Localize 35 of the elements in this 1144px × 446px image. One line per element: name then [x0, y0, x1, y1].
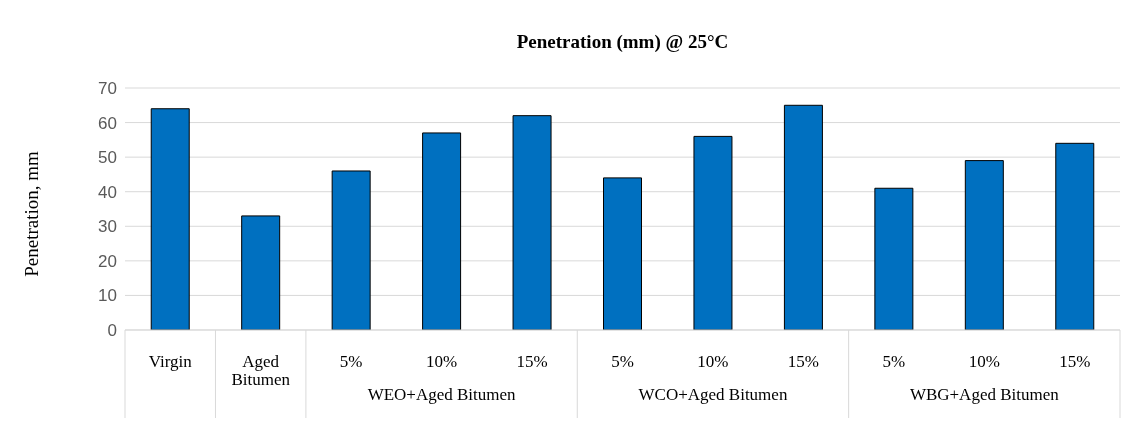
- bar: [783, 104, 823, 330]
- y-axis-title: Penetration, mm: [21, 150, 42, 277]
- bar: [241, 215, 281, 330]
- bar: [1055, 142, 1095, 330]
- x-tick-label: 5%: [339, 352, 363, 371]
- y-tick-label: 60: [98, 113, 117, 133]
- bar: [331, 170, 371, 330]
- x-tick-label: 10%: [426, 352, 458, 371]
- chart-title: Penetration (mm) @ 25°C: [516, 31, 729, 53]
- y-tick-label: 20: [98, 251, 117, 271]
- bar: [422, 132, 462, 330]
- text: WCO+Aged Bitumen: [638, 385, 788, 404]
- x-tick-label: 10%: [697, 352, 729, 371]
- y-tick-label: 10: [98, 286, 117, 306]
- y-tick-label: 50: [98, 148, 117, 168]
- x-tick-label: 5%: [882, 352, 906, 371]
- bar: [512, 115, 552, 330]
- y-tick-label: 30: [98, 217, 117, 237]
- y-tick-label: 0: [107, 321, 117, 341]
- y-tick-label: 40: [98, 182, 117, 202]
- text: WEO+Aged Bitumen: [367, 385, 517, 404]
- x-tick-label: 5%: [611, 352, 634, 371]
- bar: [150, 108, 190, 330]
- text: WBG+Aged Bitumen: [909, 385, 1060, 404]
- bar: [603, 177, 642, 330]
- x-tick-label: 15%: [1059, 352, 1091, 371]
- x-tick-label: 15%: [787, 352, 819, 371]
- bar: [964, 160, 1004, 330]
- bar: [874, 187, 914, 330]
- bar: [693, 135, 733, 330]
- x-tick-label: Virgin: [148, 352, 193, 371]
- y-tick-label: 70: [98, 79, 117, 99]
- x-tick-label: Aged Bitumen: [231, 352, 291, 389]
- x-tick-label: 15%: [516, 352, 548, 371]
- x-tick-label: 10%: [968, 352, 1000, 371]
